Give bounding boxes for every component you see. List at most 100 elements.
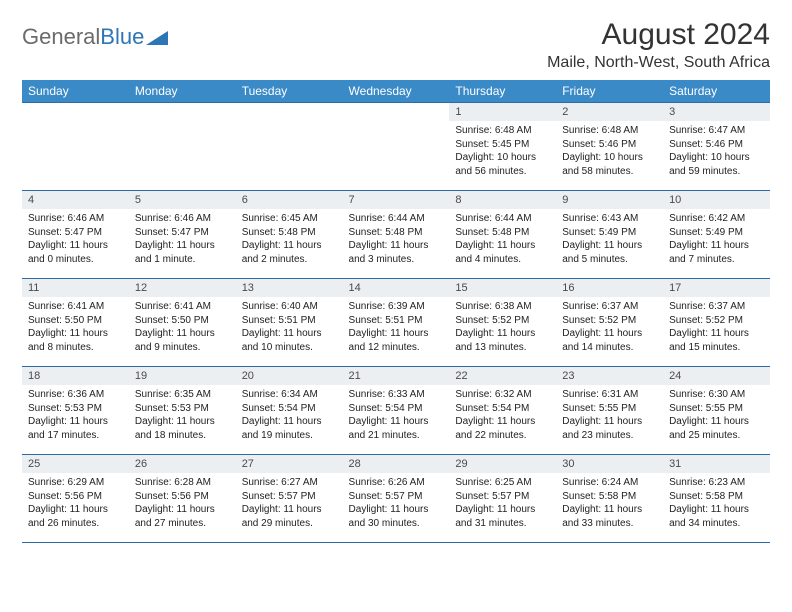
- day-number: 1: [449, 103, 556, 121]
- day-details: Sunrise: 6:29 AMSunset: 5:56 PMDaylight:…: [22, 473, 129, 532]
- title-block: August 2024 Maile, North-West, South Afr…: [547, 18, 770, 72]
- calendar-day-cell: 6Sunrise: 6:45 AMSunset: 5:48 PMDaylight…: [236, 191, 343, 279]
- calendar-day-cell: 3Sunrise: 6:47 AMSunset: 5:46 PMDaylight…: [663, 103, 770, 191]
- day-details: Sunrise: 6:26 AMSunset: 5:57 PMDaylight:…: [343, 473, 450, 532]
- day-header: Thursday: [449, 80, 556, 103]
- calendar-day-cell: 27Sunrise: 6:27 AMSunset: 5:57 PMDayligh…: [236, 455, 343, 543]
- day-details: Sunrise: 6:44 AMSunset: 5:48 PMDaylight:…: [343, 209, 450, 268]
- day-details: Sunrise: 6:37 AMSunset: 5:52 PMDaylight:…: [663, 297, 770, 356]
- calendar-day-cell: 2Sunrise: 6:48 AMSunset: 5:46 PMDaylight…: [556, 103, 663, 191]
- day-details: Sunrise: 6:32 AMSunset: 5:54 PMDaylight:…: [449, 385, 556, 444]
- day-number: 16: [556, 279, 663, 297]
- calendar-day-cell: 24Sunrise: 6:30 AMSunset: 5:55 PMDayligh…: [663, 367, 770, 455]
- day-number: 26: [129, 455, 236, 473]
- day-details: Sunrise: 6:31 AMSunset: 5:55 PMDaylight:…: [556, 385, 663, 444]
- day-details: Sunrise: 6:44 AMSunset: 5:48 PMDaylight:…: [449, 209, 556, 268]
- logo-text-2: Blue: [100, 24, 144, 50]
- day-details: Sunrise: 6:39 AMSunset: 5:51 PMDaylight:…: [343, 297, 450, 356]
- day-number: 21: [343, 367, 450, 385]
- calendar-day-cell: 15Sunrise: 6:38 AMSunset: 5:52 PMDayligh…: [449, 279, 556, 367]
- day-number: 9: [556, 191, 663, 209]
- calendar-day-cell: [129, 103, 236, 191]
- day-details: Sunrise: 6:43 AMSunset: 5:49 PMDaylight:…: [556, 209, 663, 268]
- calendar-day-cell: [236, 103, 343, 191]
- day-number: 4: [22, 191, 129, 209]
- calendar-week-row: 18Sunrise: 6:36 AMSunset: 5:53 PMDayligh…: [22, 367, 770, 455]
- day-number: 7: [343, 191, 450, 209]
- day-header: Tuesday: [236, 80, 343, 103]
- day-details: Sunrise: 6:34 AMSunset: 5:54 PMDaylight:…: [236, 385, 343, 444]
- day-header: Monday: [129, 80, 236, 103]
- day-header: Saturday: [663, 80, 770, 103]
- day-details: Sunrise: 6:48 AMSunset: 5:46 PMDaylight:…: [556, 121, 663, 180]
- day-details: Sunrise: 6:41 AMSunset: 5:50 PMDaylight:…: [22, 297, 129, 356]
- day-details: Sunrise: 6:46 AMSunset: 5:47 PMDaylight:…: [129, 209, 236, 268]
- day-header-row: SundayMondayTuesdayWednesdayThursdayFrid…: [22, 80, 770, 103]
- day-number: 19: [129, 367, 236, 385]
- day-number: 13: [236, 279, 343, 297]
- calendar-day-cell: 29Sunrise: 6:25 AMSunset: 5:57 PMDayligh…: [449, 455, 556, 543]
- calendar-day-cell: 18Sunrise: 6:36 AMSunset: 5:53 PMDayligh…: [22, 367, 129, 455]
- day-number: 11: [22, 279, 129, 297]
- calendar-day-cell: 10Sunrise: 6:42 AMSunset: 5:49 PMDayligh…: [663, 191, 770, 279]
- day-number: 23: [556, 367, 663, 385]
- day-details: Sunrise: 6:47 AMSunset: 5:46 PMDaylight:…: [663, 121, 770, 180]
- calendar-day-cell: 14Sunrise: 6:39 AMSunset: 5:51 PMDayligh…: [343, 279, 450, 367]
- day-details: Sunrise: 6:36 AMSunset: 5:53 PMDaylight:…: [22, 385, 129, 444]
- day-number: 17: [663, 279, 770, 297]
- calendar-day-cell: 13Sunrise: 6:40 AMSunset: 5:51 PMDayligh…: [236, 279, 343, 367]
- calendar-day-cell: 20Sunrise: 6:34 AMSunset: 5:54 PMDayligh…: [236, 367, 343, 455]
- calendar-day-cell: 8Sunrise: 6:44 AMSunset: 5:48 PMDaylight…: [449, 191, 556, 279]
- header: GeneralBlue August 2024 Maile, North-Wes…: [22, 18, 770, 72]
- calendar-week-row: 25Sunrise: 6:29 AMSunset: 5:56 PMDayligh…: [22, 455, 770, 543]
- day-details: Sunrise: 6:37 AMSunset: 5:52 PMDaylight:…: [556, 297, 663, 356]
- calendar-day-cell: 25Sunrise: 6:29 AMSunset: 5:56 PMDayligh…: [22, 455, 129, 543]
- day-number: 20: [236, 367, 343, 385]
- calendar-day-cell: 22Sunrise: 6:32 AMSunset: 5:54 PMDayligh…: [449, 367, 556, 455]
- day-details: Sunrise: 6:41 AMSunset: 5:50 PMDaylight:…: [129, 297, 236, 356]
- calendar-week-row: 11Sunrise: 6:41 AMSunset: 5:50 PMDayligh…: [22, 279, 770, 367]
- day-details: Sunrise: 6:30 AMSunset: 5:55 PMDaylight:…: [663, 385, 770, 444]
- calendar-day-cell: 31Sunrise: 6:23 AMSunset: 5:58 PMDayligh…: [663, 455, 770, 543]
- day-number: 2: [556, 103, 663, 121]
- day-number: 6: [236, 191, 343, 209]
- calendar-day-cell: 9Sunrise: 6:43 AMSunset: 5:49 PMDaylight…: [556, 191, 663, 279]
- calendar-day-cell: 1Sunrise: 6:48 AMSunset: 5:45 PMDaylight…: [449, 103, 556, 191]
- day-details: Sunrise: 6:42 AMSunset: 5:49 PMDaylight:…: [663, 209, 770, 268]
- day-number: 18: [22, 367, 129, 385]
- calendar-day-cell: 23Sunrise: 6:31 AMSunset: 5:55 PMDayligh…: [556, 367, 663, 455]
- day-number: 15: [449, 279, 556, 297]
- calendar-week-row: 4Sunrise: 6:46 AMSunset: 5:47 PMDaylight…: [22, 191, 770, 279]
- day-details: Sunrise: 6:27 AMSunset: 5:57 PMDaylight:…: [236, 473, 343, 532]
- day-details: Sunrise: 6:40 AMSunset: 5:51 PMDaylight:…: [236, 297, 343, 356]
- day-header: Friday: [556, 80, 663, 103]
- calendar-day-cell: 30Sunrise: 6:24 AMSunset: 5:58 PMDayligh…: [556, 455, 663, 543]
- day-number: 30: [556, 455, 663, 473]
- calendar-day-cell: 4Sunrise: 6:46 AMSunset: 5:47 PMDaylight…: [22, 191, 129, 279]
- calendar-day-cell: [343, 103, 450, 191]
- calendar-table: SundayMondayTuesdayWednesdayThursdayFrid…: [22, 80, 770, 543]
- day-number: 25: [22, 455, 129, 473]
- day-number: 24: [663, 367, 770, 385]
- calendar-day-cell: 7Sunrise: 6:44 AMSunset: 5:48 PMDaylight…: [343, 191, 450, 279]
- day-number: 3: [663, 103, 770, 121]
- day-details: Sunrise: 6:35 AMSunset: 5:53 PMDaylight:…: [129, 385, 236, 444]
- day-details: Sunrise: 6:45 AMSunset: 5:48 PMDaylight:…: [236, 209, 343, 268]
- day-details: Sunrise: 6:46 AMSunset: 5:47 PMDaylight:…: [22, 209, 129, 268]
- calendar-day-cell: 26Sunrise: 6:28 AMSunset: 5:56 PMDayligh…: [129, 455, 236, 543]
- day-number: 27: [236, 455, 343, 473]
- day-number: 10: [663, 191, 770, 209]
- day-details: Sunrise: 6:33 AMSunset: 5:54 PMDaylight:…: [343, 385, 450, 444]
- day-details: Sunrise: 6:25 AMSunset: 5:57 PMDaylight:…: [449, 473, 556, 532]
- calendar-day-cell: 11Sunrise: 6:41 AMSunset: 5:50 PMDayligh…: [22, 279, 129, 367]
- day-number: 22: [449, 367, 556, 385]
- day-header: Sunday: [22, 80, 129, 103]
- day-details: Sunrise: 6:28 AMSunset: 5:56 PMDaylight:…: [129, 473, 236, 532]
- day-number: 31: [663, 455, 770, 473]
- day-details: Sunrise: 6:48 AMSunset: 5:45 PMDaylight:…: [449, 121, 556, 180]
- logo: GeneralBlue: [22, 18, 168, 50]
- calendar-day-cell: 5Sunrise: 6:46 AMSunset: 5:47 PMDaylight…: [129, 191, 236, 279]
- day-number: 12: [129, 279, 236, 297]
- day-number: 14: [343, 279, 450, 297]
- calendar-day-cell: 28Sunrise: 6:26 AMSunset: 5:57 PMDayligh…: [343, 455, 450, 543]
